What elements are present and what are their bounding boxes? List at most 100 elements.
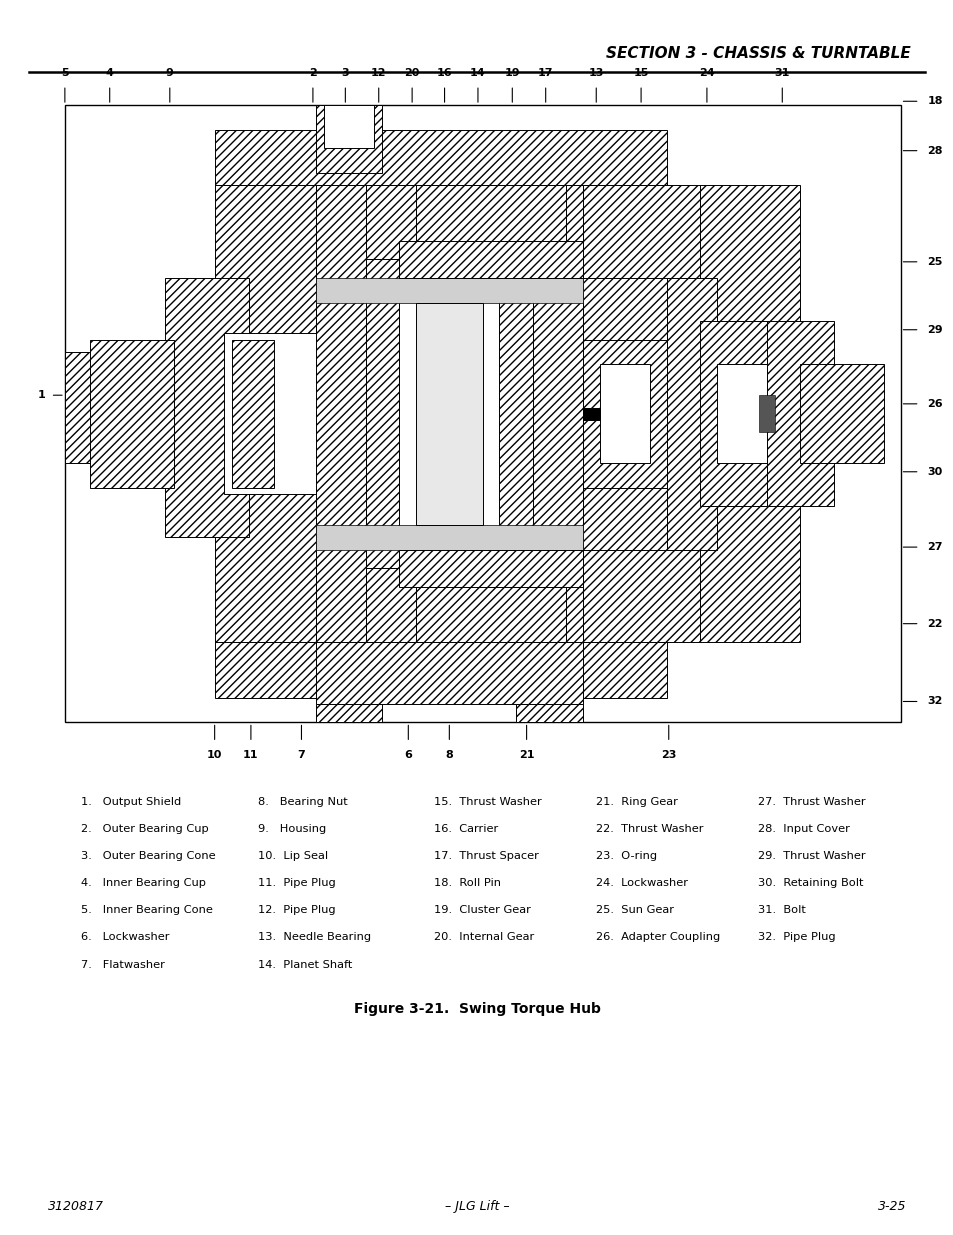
Text: 10.  Lip Seal: 10. Lip Seal [257, 851, 328, 861]
Text: 28.  Input Cover: 28. Input Cover [758, 824, 849, 834]
Text: 18: 18 [926, 96, 942, 106]
Polygon shape [315, 704, 382, 722]
Text: 16: 16 [436, 68, 452, 78]
Text: 8.   Bearing Nut: 8. Bearing Nut [257, 797, 347, 806]
Polygon shape [582, 185, 666, 642]
Polygon shape [700, 185, 800, 321]
Polygon shape [700, 506, 800, 642]
Text: 5.   Inner Bearing Cone: 5. Inner Bearing Cone [81, 905, 213, 915]
Polygon shape [315, 525, 582, 550]
Text: 18.  Roll Pin: 18. Roll Pin [434, 878, 500, 888]
Polygon shape [398, 241, 582, 278]
Bar [65, 105, 900, 722]
Text: 19.  Cluster Gear: 19. Cluster Gear [434, 905, 531, 915]
Text: 1.   Output Shield: 1. Output Shield [81, 797, 181, 806]
Text: 26: 26 [926, 399, 942, 409]
Polygon shape [315, 105, 382, 173]
Text: 30.  Retaining Bolt: 30. Retaining Bolt [758, 878, 863, 888]
Text: 23: 23 [660, 750, 676, 760]
Text: 21.  Ring Gear: 21. Ring Gear [596, 797, 678, 806]
Text: 5: 5 [61, 68, 69, 78]
Text: 1: 1 [38, 390, 46, 400]
Text: 6.   Lockwasher: 6. Lockwasher [81, 932, 170, 942]
Polygon shape [766, 321, 833, 506]
Polygon shape [365, 185, 524, 259]
Text: Figure 3-21.  Swing Torque Hub: Figure 3-21. Swing Torque Hub [354, 1002, 599, 1015]
Polygon shape [582, 185, 700, 278]
Polygon shape [599, 364, 649, 463]
Text: SECTION 3 - CHASSIS & TURNTABLE: SECTION 3 - CHASSIS & TURNTABLE [606, 46, 910, 61]
Polygon shape [165, 278, 249, 537]
Text: 10: 10 [207, 750, 222, 760]
Text: 30: 30 [926, 467, 942, 477]
Polygon shape [365, 259, 398, 568]
Text: 3.   Outer Bearing Cone: 3. Outer Bearing Cone [81, 851, 215, 861]
Text: 28: 28 [926, 146, 942, 156]
Text: 11: 11 [243, 750, 258, 760]
Text: 14.  Planet Shaft: 14. Planet Shaft [257, 960, 352, 969]
Polygon shape [398, 290, 499, 537]
Polygon shape [416, 303, 482, 525]
Text: 11.  Pipe Plug: 11. Pipe Plug [257, 878, 335, 888]
Polygon shape [315, 278, 582, 303]
Text: 19: 19 [504, 68, 519, 78]
Text: 2: 2 [309, 68, 316, 78]
Polygon shape [315, 642, 582, 704]
Text: 22: 22 [926, 619, 942, 629]
Text: 31.  Bolt: 31. Bolt [758, 905, 805, 915]
Text: 23.  O-ring: 23. O-ring [596, 851, 657, 861]
Text: 24: 24 [699, 68, 714, 78]
Text: 25: 25 [926, 257, 942, 267]
Polygon shape [232, 340, 274, 488]
Polygon shape [215, 185, 315, 642]
Polygon shape [533, 290, 582, 537]
Text: 8: 8 [445, 750, 453, 760]
Text: 3120817: 3120817 [48, 1199, 104, 1213]
Polygon shape [215, 642, 666, 698]
Polygon shape [315, 185, 582, 290]
Text: 9: 9 [166, 68, 173, 78]
Polygon shape [582, 550, 700, 642]
Text: 7: 7 [297, 750, 305, 760]
Text: 25.  Sun Gear: 25. Sun Gear [596, 905, 674, 915]
Polygon shape [398, 550, 582, 587]
Text: 32: 32 [926, 697, 942, 706]
Text: 26.  Adapter Coupling: 26. Adapter Coupling [596, 932, 720, 942]
Text: 27.  Thrust Washer: 27. Thrust Washer [758, 797, 865, 806]
Text: 2.   Outer Bearing Cup: 2. Outer Bearing Cup [81, 824, 209, 834]
Text: 3: 3 [341, 68, 349, 78]
Text: 15.  Thrust Washer: 15. Thrust Washer [434, 797, 541, 806]
Text: 24.  Lockwasher: 24. Lockwasher [596, 878, 687, 888]
Text: 6: 6 [404, 750, 412, 760]
Text: 15: 15 [633, 68, 648, 78]
Text: – JLG Lift –: – JLG Lift – [444, 1199, 509, 1213]
Text: 20: 20 [404, 68, 419, 78]
Text: 16.  Carrier: 16. Carrier [434, 824, 497, 834]
Text: 22.  Thrust Washer: 22. Thrust Washer [596, 824, 703, 834]
Polygon shape [365, 568, 524, 642]
Text: 12.  Pipe Plug: 12. Pipe Plug [257, 905, 335, 915]
Text: 13.  Needle Bearing: 13. Needle Bearing [257, 932, 371, 942]
Polygon shape [700, 321, 766, 506]
Polygon shape [223, 333, 315, 494]
Text: 12: 12 [371, 68, 386, 78]
Text: 3-25: 3-25 [877, 1199, 905, 1213]
Text: 29.  Thrust Washer: 29. Thrust Washer [758, 851, 865, 861]
Polygon shape [315, 290, 365, 537]
Text: 20.  Internal Gear: 20. Internal Gear [434, 932, 534, 942]
Text: 9.   Housing: 9. Housing [257, 824, 326, 834]
Text: 31: 31 [774, 68, 789, 78]
Text: 4: 4 [106, 68, 113, 78]
Text: 29: 29 [926, 325, 942, 335]
Polygon shape [416, 587, 566, 642]
Polygon shape [758, 395, 775, 432]
Polygon shape [324, 105, 374, 148]
Text: 32.  Pipe Plug: 32. Pipe Plug [758, 932, 835, 942]
Polygon shape [582, 408, 599, 420]
Text: 17.  Thrust Spacer: 17. Thrust Spacer [434, 851, 538, 861]
Text: 21: 21 [518, 750, 534, 760]
Polygon shape [582, 340, 666, 488]
Polygon shape [315, 537, 582, 642]
Polygon shape [499, 259, 533, 568]
Polygon shape [416, 185, 566, 241]
